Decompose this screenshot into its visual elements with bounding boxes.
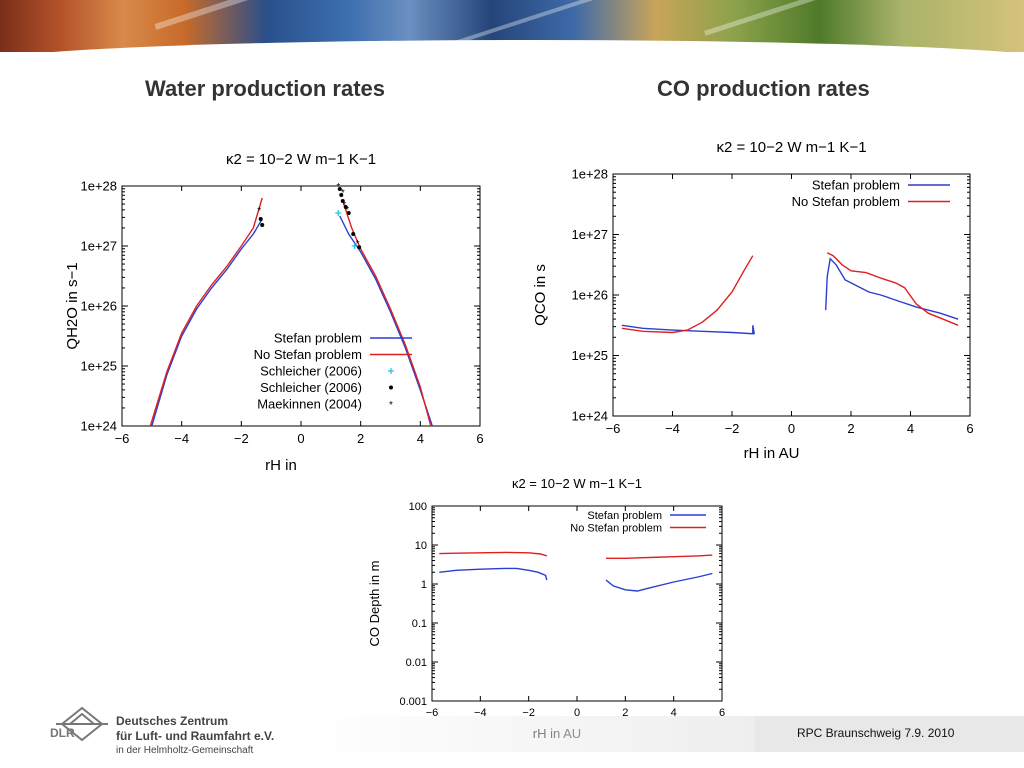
y-tick-label: 0.001 xyxy=(399,696,427,708)
maekinnen-star-point: * xyxy=(342,200,346,211)
stefan-series-line xyxy=(621,324,755,335)
schleicher-dot-point xyxy=(260,223,265,227)
y-axis-label: QCO in s xyxy=(532,264,549,326)
legend-label: No Stefan problem xyxy=(792,194,900,209)
y-tick-label: 1e+24 xyxy=(80,419,117,434)
chart-title: κ2 = 10−2 W m−1 K−1 xyxy=(716,139,866,156)
x-tick-label: 2 xyxy=(847,421,854,436)
x-tick-label: −6 xyxy=(606,421,621,436)
water-production-chart: κ2 = 10−2 W m−1 K−1 −6 −4 −2 0 2 4 6 1e+24 1e+25 1… xyxy=(64,151,484,474)
right-slide-title: CO production rates xyxy=(657,76,870,101)
legend-swatch-dot xyxy=(389,385,393,390)
x-tick-label: 6 xyxy=(966,421,973,436)
legend-label: Stefan problem xyxy=(812,178,900,193)
stefan-series-line xyxy=(151,218,263,427)
legend-label: Schleicher (2006) xyxy=(260,380,362,395)
schleicher-cross-point xyxy=(351,243,358,249)
y-tick-label: 1e+27 xyxy=(80,239,117,254)
no-stefan-series-line xyxy=(149,197,263,427)
no-stefan-series-line xyxy=(342,200,432,427)
stefan-series-line xyxy=(605,572,713,592)
schleicher-dot-point xyxy=(343,205,348,209)
footer-decoration xyxy=(300,716,760,752)
x-tick-label: 0 xyxy=(297,431,304,446)
x-tick-label: −6 xyxy=(115,431,130,446)
x-tick-label: 0 xyxy=(788,421,795,436)
maekinnen-star-point: * xyxy=(257,206,261,217)
stefan-series-line xyxy=(339,215,433,427)
chart-title: κ2 = 10−2 W m−1 K−1 xyxy=(226,151,376,168)
schleicher-dot-point xyxy=(339,193,344,197)
dlr-logo-text: DLR xyxy=(50,726,75,740)
x-axis-label: rH in xyxy=(265,457,297,474)
co-production-chart: κ2 = 10−2 W m−1 K−1 −6 −4 −2 0 2 4 6 1e+24 1e+25 1… xyxy=(532,139,974,462)
schleicher-cross-point xyxy=(335,210,342,216)
x-tick-label: 2 xyxy=(357,431,364,446)
left-slide-title: Water production rates xyxy=(145,76,385,101)
schleicher-dot-point xyxy=(258,217,263,221)
x-tick-label: 2 xyxy=(622,707,628,719)
x-tick-label: 0 xyxy=(574,707,580,719)
schleicher-dot-point xyxy=(337,187,342,191)
legend-label: No Stefan problem xyxy=(254,347,362,362)
x-tick-label: 4 xyxy=(671,707,677,719)
y-axis-label: CO Depth in m xyxy=(367,561,382,647)
x-tick-label: −2 xyxy=(234,431,249,446)
no-stefan-series-line xyxy=(621,255,754,334)
schleicher-dot-point xyxy=(346,211,351,215)
maekinnen-star-point: * xyxy=(356,239,360,250)
no-stefan-series-line xyxy=(826,252,959,326)
legend-label: No Stefan problem xyxy=(570,522,662,534)
y-tick-label: 1e+26 xyxy=(80,299,117,314)
plot-frame xyxy=(431,505,723,702)
org-name-line2: für Luft- und Raumfahrt e.V. xyxy=(116,729,275,743)
y-tick-label: 100 xyxy=(409,501,427,513)
maekinnen-star-point: * xyxy=(336,182,340,193)
y-tick-label: 10 xyxy=(415,540,427,552)
y-axis-label: QH2O in s−1 xyxy=(64,262,81,349)
no-stefan-series-line xyxy=(606,554,713,559)
org-name-line3: in der Helmholtz-Gemeinschaft xyxy=(116,745,254,756)
schleicher-dot-point xyxy=(340,199,345,203)
x-tick-label: −2 xyxy=(725,421,740,436)
legend-label: Stefan problem xyxy=(274,331,362,346)
legend-swatch-star: * xyxy=(389,400,393,411)
stefan-series-line xyxy=(439,567,548,581)
plot-frame xyxy=(612,173,971,417)
x-tick-label: −4 xyxy=(665,421,680,436)
x-tick-label: 4 xyxy=(417,431,424,446)
header-banner-image xyxy=(0,0,1024,52)
y-tick-label: 0.01 xyxy=(406,657,427,669)
y-tick-label: 1e+25 xyxy=(80,359,117,374)
schleicher-dot-point xyxy=(357,245,362,250)
legend-label: Stefan problem xyxy=(587,510,662,522)
y-tick-label: 1e+28 xyxy=(80,179,117,194)
chart-title: κ2 = 10−2 W m−1 K−1 xyxy=(512,476,642,491)
legend-label: Schleicher (2006) xyxy=(260,364,362,379)
x-axis-label: rH in AU xyxy=(744,445,800,462)
stefan-series-line xyxy=(825,257,959,320)
dlr-logo-icon xyxy=(56,706,108,742)
y-tick-label: 1e+27 xyxy=(571,227,608,242)
x-tick-label: −4 xyxy=(174,431,189,446)
schleicher-dot-point xyxy=(351,232,356,236)
y-tick-label: 1e+24 xyxy=(571,409,608,424)
co-depth-chart: κ2 = 10−2 W m−1 K−1−6 −4 −2 0 2 4 60.0010.010.… xyxy=(367,476,725,741)
y-tick-label: 1e+25 xyxy=(571,348,608,363)
y-tick-label: 1e+26 xyxy=(571,288,608,303)
legend-label: Maekinnen (2004) xyxy=(257,397,362,412)
x-tick-label: 6 xyxy=(719,707,725,719)
maekinnen-star-point: * xyxy=(345,205,349,216)
y-tick-label: 1e+28 xyxy=(571,167,608,182)
footer-band xyxy=(755,716,1024,752)
y-tick-label: 0.1 xyxy=(412,618,427,630)
x-tick-label: 4 xyxy=(907,421,914,436)
footer-event-text: RPC Braunschweig 7.9. 2010 xyxy=(797,726,955,740)
maekinnen-star-point: * xyxy=(341,188,345,199)
no-stefan-series-line xyxy=(439,551,548,557)
y-tick-label: 1 xyxy=(421,579,427,591)
x-tick-label: 6 xyxy=(476,431,483,446)
legend-swatch-cross xyxy=(388,368,394,374)
org-name-line1: Deutsches Zentrum xyxy=(116,714,229,728)
